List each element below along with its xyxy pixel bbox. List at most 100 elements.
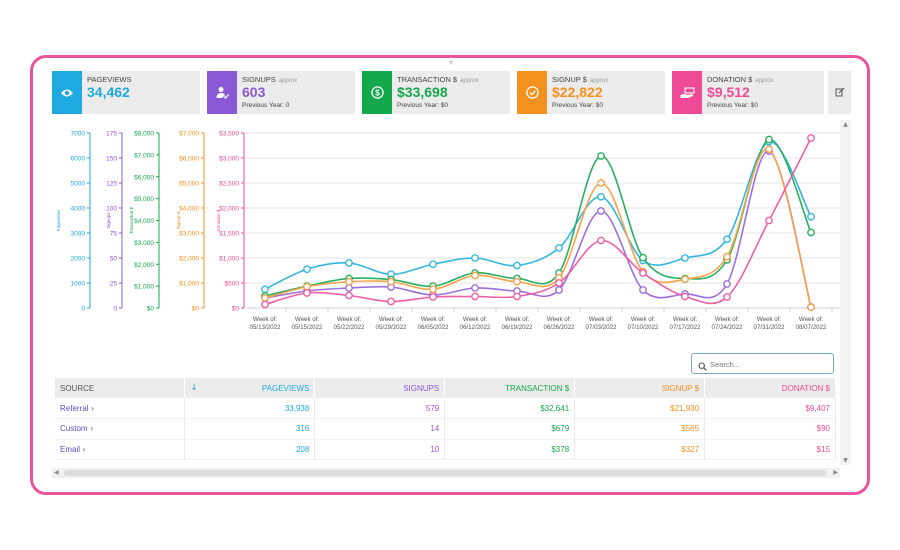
col-header-signups[interactable]: SIGNUPS xyxy=(314,378,446,398)
data-point xyxy=(765,216,773,225)
kpi-value: 603 xyxy=(242,84,266,100)
x-tick-label-date: 05/22/2022 xyxy=(334,324,366,331)
y-tick-label: $1,500 xyxy=(219,231,239,238)
data-point xyxy=(303,289,311,297)
cell-pageviews: 208 xyxy=(184,439,316,460)
data-point xyxy=(471,292,479,301)
y-tick-label: $1,000 xyxy=(179,281,199,288)
chevron-right-icon[interactable]: › xyxy=(87,424,94,434)
collapse-handle-icon[interactable]: ▾ xyxy=(448,58,453,67)
vertical-scrollbar[interactable]: ▲ ▼ xyxy=(840,120,851,465)
cell-signups: 10 xyxy=(314,439,446,460)
chevron-right-icon[interactable]: › xyxy=(80,444,86,454)
cell-source-value[interactable]: Email xyxy=(60,444,81,454)
multi-axis-line-chart: 7000 6000 5000 4000 3000 2000 1000 0 Pageviews 17… xyxy=(52,120,852,350)
x-tick-label: Week of: xyxy=(589,316,614,323)
data-point xyxy=(765,135,773,144)
horizontal-scrollbar[interactable]: ◀ ▶ xyxy=(52,468,840,478)
scroll-up-icon[interactable]: ▲ xyxy=(843,121,848,128)
y-tick-label: 7000 xyxy=(71,131,86,138)
table-row[interactable]: Referral › 33,938 579 $32,641 $21,930 $9,407 xyxy=(55,398,836,419)
data-point xyxy=(681,292,689,301)
kpi-card-signup[interactable]: SIGNUP $ approx $22,822 Previous Year: $0 xyxy=(517,71,665,114)
col-header-donation-label: DONATION $ xyxy=(781,383,830,393)
col-header-source[interactable]: SOURCE xyxy=(55,378,186,398)
data-point xyxy=(345,291,353,300)
col-header-signup-amount[interactable]: SIGNUP $ xyxy=(574,378,706,398)
cell-pageviews-value: 208 xyxy=(295,444,310,454)
y-axis-title: Signup $ xyxy=(176,211,181,229)
chevron-right-icon[interactable]: › xyxy=(88,403,95,413)
x-tick-label: Week of: xyxy=(379,316,404,323)
data-point xyxy=(429,293,437,301)
x-tick-label-date: 08/07/2022 xyxy=(796,324,828,331)
eye-icon xyxy=(52,71,82,114)
cell-source[interactable]: Email › xyxy=(55,439,186,460)
kpi-card-donation[interactable]: DONATION $ approx $9,512 Previous Year: $0 xyxy=(672,71,824,114)
y-tick-label: 1000 xyxy=(71,281,86,288)
kpi-card-pageviews[interactable]: PAGEVIEWS 34,462 xyxy=(52,71,200,114)
kpi-card-transaction[interactable]: $ TRANSACTION $ approx $33,698 Previous Year… xyxy=(362,71,510,114)
data-point xyxy=(681,254,689,262)
kpi-previous-year: Previous Year: $0 xyxy=(397,102,448,109)
data-point xyxy=(471,254,479,262)
cell-source-value[interactable]: Referral xyxy=(60,403,89,413)
cell-signup_amt-value: $21,930 xyxy=(670,403,700,413)
y-tick-label: $5,000 xyxy=(179,181,199,188)
cell-transaction: $32,641 xyxy=(444,398,576,419)
scroll-down-icon[interactable]: ▼ xyxy=(843,457,848,464)
col-header-transaction[interactable]: TRANSACTION $ xyxy=(444,378,576,398)
data-point xyxy=(597,207,605,215)
y-tick-label: $7,000 xyxy=(134,152,154,159)
sort-down-icon[interactable]: ↓ xyxy=(190,383,198,393)
x-tick-label: Week of: xyxy=(253,316,278,323)
y-tick-label: $3,000 xyxy=(134,240,154,247)
kpi-value: $33,698 xyxy=(397,84,448,100)
scrollbar-thumb[interactable] xyxy=(64,470,826,476)
table-row[interactable]: Custom › 316 14 $679 $565 $90 xyxy=(55,418,836,440)
y-tick-label: $4,000 xyxy=(179,206,199,213)
data-point xyxy=(303,265,311,274)
kpi-label: SIGNUPS approx xyxy=(242,75,298,84)
scroll-right-icon[interactable]: ▶ xyxy=(833,469,838,476)
x-tick-label-date: 07/24/2022 xyxy=(712,324,744,331)
edit-button[interactable] xyxy=(828,71,851,114)
kpi-label: PAGEVIEWS xyxy=(87,75,132,84)
search-box[interactable] xyxy=(691,353,834,374)
col-header-pageviews[interactable]: ↓ PAGEVIEWS xyxy=(184,378,316,398)
cell-transaction-value: $32,641 xyxy=(540,403,570,413)
x-tick-label-date: 07/31/2022 xyxy=(754,324,786,331)
x-tick-label-date: 06/12/2022 xyxy=(460,324,492,331)
y-tick-label: $1,000 xyxy=(219,256,239,263)
cell-source[interactable]: Referral › xyxy=(55,398,186,419)
data-point xyxy=(303,282,311,291)
svg-text:$: $ xyxy=(375,88,380,97)
data-point xyxy=(639,269,647,277)
cell-donation: $15 xyxy=(704,439,836,460)
kpi-card-signups[interactable]: SIGNUPS approx 603 Previous Year: 0 xyxy=(207,71,355,114)
y-tick-label: 25 xyxy=(110,281,118,288)
series-line-transaction xyxy=(264,138,812,297)
cell-source-value[interactable]: Custom xyxy=(60,424,88,434)
data-point xyxy=(261,294,269,302)
data-point xyxy=(555,279,563,287)
data-point xyxy=(639,286,647,294)
data-point xyxy=(513,277,521,286)
cell-signup_amt: $21,930 xyxy=(574,398,706,419)
y-axis-title: Transaction $ xyxy=(129,206,134,234)
data-point xyxy=(345,277,353,286)
cell-transaction-value: $378 xyxy=(551,444,570,454)
search-input[interactable] xyxy=(710,357,828,371)
y-tick-label: $3,000 xyxy=(179,231,199,238)
cell-pageviews-value: 33,938 xyxy=(284,403,310,413)
scroll-left-icon[interactable]: ◀ xyxy=(54,469,59,476)
y-tick-label: $0 xyxy=(147,306,155,313)
table-row[interactable]: Email › 208 10 $378 $327 $15 xyxy=(55,439,836,460)
col-header-donation[interactable]: DONATION $ xyxy=(704,378,836,398)
x-tick-label: Week of: xyxy=(673,316,698,323)
cell-pageviews: 33,938 xyxy=(184,398,316,419)
cell-donation: $90 xyxy=(704,418,836,440)
cell-source[interactable]: Custom › xyxy=(55,418,186,440)
data-point xyxy=(807,303,815,312)
data-point xyxy=(261,300,269,309)
